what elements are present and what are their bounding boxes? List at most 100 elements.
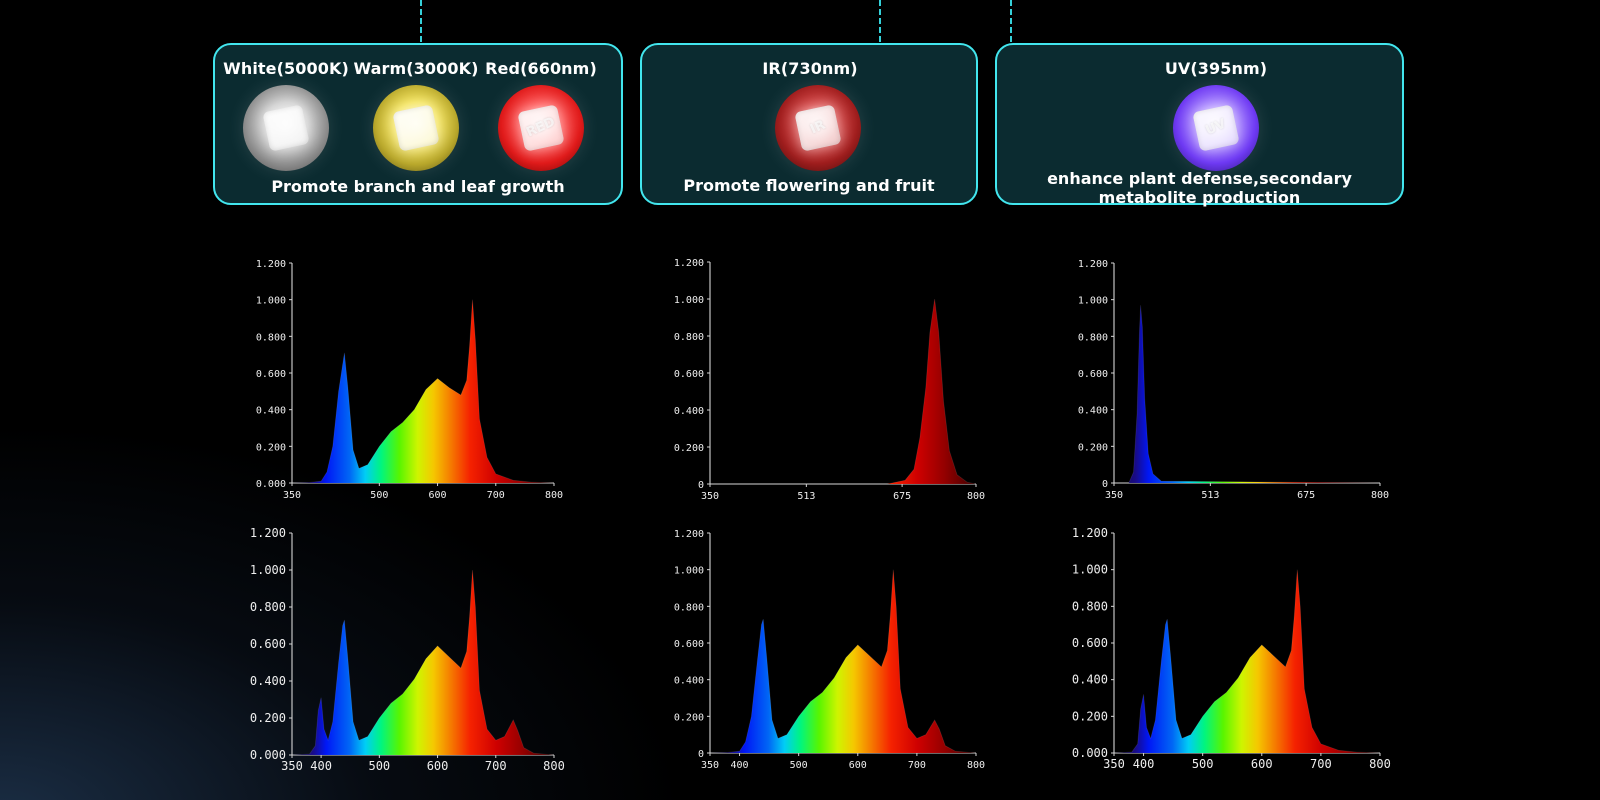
ir-led-chip-text: IR bbox=[808, 117, 828, 138]
y-tick-label: 0.400 bbox=[250, 674, 286, 688]
x-tick-label: 800 bbox=[1371, 490, 1389, 501]
y-tick-label: 0.400 bbox=[1078, 406, 1108, 417]
x-tick-label: 500 bbox=[790, 760, 808, 771]
red-led-chip-text: RED bbox=[524, 114, 558, 141]
y-tick-label: 0.200 bbox=[674, 443, 704, 454]
warm-led-label: Warm(3000K) bbox=[353, 59, 479, 78]
y-tick-label: 0.200 bbox=[1072, 709, 1108, 723]
y-tick-label: 0.200 bbox=[256, 442, 286, 453]
x-tick-label: 350 bbox=[1103, 757, 1125, 771]
red-led-icon: RED bbox=[498, 85, 584, 171]
x-tick-label: 800 bbox=[967, 491, 985, 502]
x-tick-label: 700 bbox=[487, 490, 505, 501]
spectrum-area bbox=[292, 299, 554, 483]
uv-led-icon: UV bbox=[1173, 85, 1259, 171]
uv-light-panel: UV(395nm) UV enhance plant defense,secon… bbox=[995, 43, 1404, 207]
uv-panel-caption-line2: metabolite production bbox=[1098, 188, 1301, 207]
white-led-icon bbox=[243, 85, 329, 171]
x-tick-label: 600 bbox=[429, 490, 447, 501]
ir-led-icon: IR bbox=[775, 85, 861, 171]
y-tick-label: 0.400 bbox=[674, 406, 704, 417]
y-tick-label: 0.800 bbox=[674, 602, 704, 613]
x-tick-label: 500 bbox=[1192, 757, 1214, 771]
veg-light-panel: White(5000K) Warm(3000K) Red(660nm) RED … bbox=[213, 43, 623, 205]
spectrum-area bbox=[1114, 569, 1380, 753]
y-tick-label: 1.200 bbox=[674, 529, 704, 540]
spectrum-outline bbox=[710, 298, 977, 485]
ir-led-label: IR(730nm) bbox=[762, 59, 858, 78]
x-tick-label: 600 bbox=[427, 759, 449, 773]
x-tick-label: 675 bbox=[1297, 490, 1315, 501]
y-tick-label: 0.000 bbox=[1072, 746, 1108, 760]
spectrum-chart-bottom-full-uv: 0.000 0.200 0.400 0.600 0.800 1.000 1.200 350 40… bbox=[1072, 526, 1391, 771]
x-tick-label: 400 bbox=[1133, 757, 1155, 771]
ir-light-panel: IR(730nm) IR Promote flowering and fruit bbox=[640, 43, 978, 205]
y-tick-label: 0.800 bbox=[674, 332, 704, 343]
x-tick-label: 400 bbox=[731, 760, 749, 771]
ir-panel-caption: Promote flowering and fruit bbox=[683, 176, 935, 195]
y-tick-label: 0 bbox=[698, 480, 704, 491]
x-tick-label: 800 bbox=[967, 760, 985, 771]
y-tick-label: 0.000 bbox=[250, 748, 286, 762]
spectrum-chart-top-full: 0.000 0.200 0.400 0.600 0.800 1.000 1.200 350 50… bbox=[256, 259, 563, 501]
y-tick-label: 0.400 bbox=[256, 406, 286, 417]
y-tick-label: 0 bbox=[698, 749, 704, 760]
x-tick-label: 350 bbox=[281, 759, 303, 773]
white-led-label: White(5000K) bbox=[223, 59, 349, 78]
y-tick-label: 0.200 bbox=[250, 711, 286, 725]
red-led-label: Red(660nm) bbox=[485, 59, 597, 78]
uv-led-chip: UV bbox=[1192, 104, 1240, 152]
spectrum-outline bbox=[291, 299, 555, 484]
spectrum-outline bbox=[1114, 305, 1381, 484]
y-tick-label: 0.800 bbox=[1072, 599, 1108, 613]
y-tick-label: 1.200 bbox=[1072, 526, 1108, 540]
y-tick-label: 0.000 bbox=[256, 479, 286, 490]
spectrum-area bbox=[1114, 305, 1380, 483]
connector-line-left bbox=[420, 0, 422, 42]
x-tick-label: 700 bbox=[908, 760, 926, 771]
uv-led-chip-text: UV bbox=[1203, 116, 1229, 139]
y-tick-label: 0.200 bbox=[1078, 442, 1108, 453]
ir-led-chip: IR bbox=[794, 104, 842, 152]
x-tick-label: 400 bbox=[310, 759, 332, 773]
x-tick-label: 350 bbox=[283, 490, 301, 501]
uv-led-label: UV(395nm) bbox=[1164, 59, 1268, 78]
y-tick-label: 1.000 bbox=[674, 295, 704, 306]
y-tick-label: 0.600 bbox=[1078, 369, 1108, 380]
y-tick-label: 1.000 bbox=[674, 566, 704, 577]
warm-led-chip bbox=[392, 104, 440, 152]
veg-panel-caption: Promote branch and leaf growth bbox=[271, 177, 565, 196]
y-tick-label: 0 bbox=[1102, 479, 1108, 490]
x-tick-label: 800 bbox=[1369, 757, 1391, 771]
x-tick-label: 700 bbox=[485, 759, 507, 773]
y-tick-label: 1.000 bbox=[250, 563, 286, 577]
y-tick-label: 0.600 bbox=[674, 369, 704, 380]
y-tick-label: 0.600 bbox=[256, 369, 286, 380]
y-tick-label: 0.800 bbox=[256, 332, 286, 343]
x-tick-label: 513 bbox=[1201, 490, 1219, 501]
spectrum-chart-top-uv: 0 0.200 0.400 0.600 0.800 1.000 1.200 350 513 675… bbox=[1078, 259, 1389, 501]
x-tick-label: 600 bbox=[849, 760, 867, 771]
spectrum-area bbox=[292, 570, 554, 755]
spectrum-area bbox=[710, 569, 976, 753]
x-tick-label: 500 bbox=[368, 759, 390, 773]
spectrum-outline bbox=[291, 569, 555, 756]
white-led-chip bbox=[262, 104, 310, 152]
y-tick-label: 0.600 bbox=[674, 639, 704, 650]
x-tick-label: 675 bbox=[893, 491, 911, 502]
x-tick-label: 513 bbox=[797, 491, 815, 502]
spectrum-chart-top-ir: 0 0.200 0.400 0.600 0.800 1.000 1.200 350 513 675… bbox=[674, 258, 985, 502]
y-tick-label: 0.600 bbox=[1072, 636, 1108, 650]
y-tick-label: 0.400 bbox=[674, 676, 704, 687]
y-tick-label: 0.200 bbox=[674, 712, 704, 723]
connector-line-middle bbox=[879, 0, 881, 42]
spectrum-area bbox=[710, 299, 976, 484]
spectrum-outline bbox=[1113, 569, 1381, 754]
y-tick-label: 1.200 bbox=[674, 258, 704, 269]
y-tick-label: 1.200 bbox=[256, 259, 286, 270]
y-tick-label: 0.600 bbox=[250, 637, 286, 651]
spectrum-chart-bottom-full-uv-ir: 0.000 0.200 0.400 0.600 0.800 1.000 1.200 350 40… bbox=[250, 526, 565, 773]
y-tick-label: 1.200 bbox=[250, 526, 286, 540]
x-tick-label: 350 bbox=[701, 760, 719, 771]
uv-panel-caption-line1: enhance plant defense,secondary bbox=[1047, 169, 1352, 188]
